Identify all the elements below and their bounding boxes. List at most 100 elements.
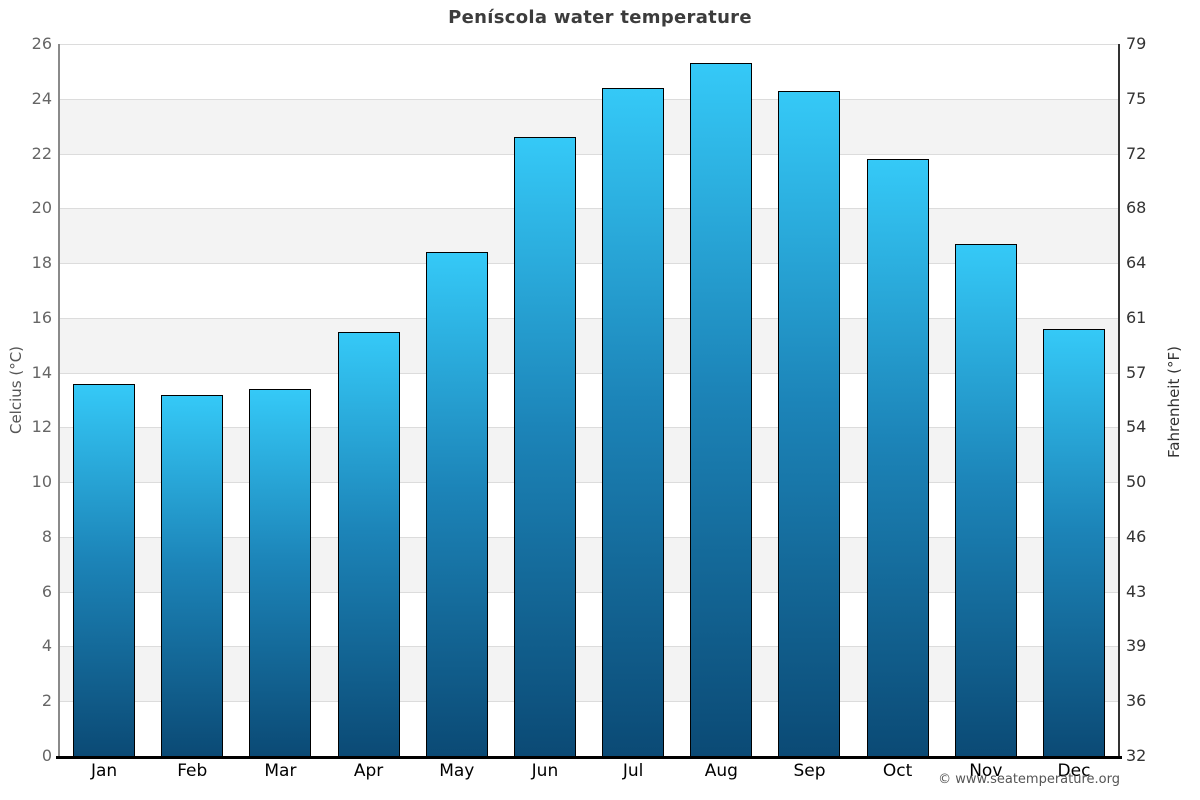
band: [60, 427, 1118, 483]
celsius-tick-8: 8: [41, 526, 52, 546]
fahrenheit-tick-61: 61: [1126, 307, 1147, 327]
gridline: [60, 317, 1118, 319]
bar-nov: [954, 243, 1017, 756]
month-label-sep: Sep: [793, 761, 826, 781]
celsius-tick-10: 10: [31, 472, 52, 492]
fahrenheit-tick-75: 75: [1126, 88, 1147, 108]
bar-slot-dec: [1030, 44, 1118, 756]
fahrenheit-tick-68: 68: [1126, 198, 1147, 218]
celsius-tick-0: 0: [41, 746, 52, 765]
bar-slot-mar: [236, 44, 324, 756]
gridline: [60, 427, 1118, 429]
gridline: [60, 44, 1118, 45]
gridline: [60, 153, 1118, 155]
fahrenheit-tick-39: 39: [1126, 636, 1147, 656]
celsius-tick-16: 16: [31, 307, 52, 327]
month-axis-labels: Jan Feb Mar Apr May Jun Jul Aug Sep Oct Nov Dec: [60, 761, 1118, 781]
band: [60, 317, 1118, 373]
gridline: [60, 482, 1118, 484]
band: [60, 701, 1118, 756]
gridline: [60, 98, 1118, 100]
bar-mar: [249, 389, 312, 756]
band: [60, 98, 1118, 154]
band: [60, 153, 1118, 209]
month-label-jul: Jul: [622, 761, 644, 781]
celsius-tick-12: 12: [31, 417, 52, 437]
bar-jan: [73, 383, 136, 756]
month-label-apr: Apr: [353, 761, 384, 781]
copyright-text: © www.seatemperature.org: [938, 772, 1120, 787]
band: [60, 44, 1118, 99]
month-label-may: May: [439, 761, 475, 781]
bar-slot-jun: [501, 44, 589, 756]
celsius-tick-18: 18: [31, 253, 52, 273]
bar-slot-sep: [765, 44, 853, 756]
bar-feb: [161, 394, 224, 756]
gridline: [60, 591, 1118, 593]
month-label-oct: Oct: [882, 761, 913, 781]
gridline: [60, 208, 1118, 210]
bar-slot-jul: [589, 44, 677, 756]
fahrenheit-tick-36: 36: [1126, 691, 1147, 711]
bar-slot-oct: [854, 44, 942, 756]
bar-slot-jan: [60, 44, 148, 756]
fahrenheit-tick-43: 43: [1126, 581, 1147, 601]
fahrenheit-tick-54: 54: [1126, 417, 1147, 437]
bar-slot-apr: [325, 44, 413, 756]
band: [60, 263, 1118, 318]
bar-aug: [690, 63, 753, 756]
celsius-tick-26: 26: [31, 34, 52, 53]
bar-may: [425, 252, 488, 756]
gridline: [60, 372, 1118, 374]
right-axis-line: [1118, 44, 1120, 756]
celsius-tick-labels: 26 24 22 20 18 16 14 12 10 8 6 4 2 0: [0, 35, 52, 765]
month-label-jun: Jun: [531, 761, 559, 781]
bar-oct: [866, 159, 929, 756]
month-label-dec: Dec: [1057, 761, 1091, 781]
celsius-tick-6: 6: [41, 581, 52, 601]
celsius-tick-14: 14: [31, 362, 52, 382]
fahrenheit-tick-labels: 79 75 72 68 64 61 57 54 50 46 43 39 36 32: [1126, 35, 1186, 765]
bar-dec: [1042, 328, 1105, 756]
bar-sep: [778, 90, 841, 756]
bar-slot-nov: [942, 44, 1030, 756]
fahrenheit-tick-46: 46: [1126, 526, 1147, 546]
fahrenheit-tick-64: 64: [1126, 253, 1147, 273]
month-label-feb: Feb: [177, 761, 208, 781]
bar-jun: [513, 137, 576, 756]
gridline: [60, 263, 1118, 265]
celsius-tick-4: 4: [41, 636, 52, 656]
bar-jul: [602, 87, 665, 756]
chart-title: Peníscola water temperature: [448, 7, 752, 28]
month-label-jan: Jan: [90, 761, 118, 781]
celsius-tick-22: 22: [31, 143, 52, 163]
band: [60, 482, 1118, 537]
month-label-aug: Aug: [704, 761, 738, 781]
fahrenheit-tick-57: 57: [1126, 362, 1147, 382]
month-label-nov: Nov: [969, 761, 1003, 781]
bar-slot-may: [413, 44, 501, 756]
bar-slot-aug: [677, 44, 765, 756]
band: [60, 208, 1118, 264]
fahrenheit-tick-50: 50: [1126, 472, 1147, 492]
gridline: [60, 646, 1118, 648]
fahrenheit-tick-72: 72: [1126, 143, 1147, 163]
gridline: [60, 701, 1118, 703]
bar-apr: [337, 331, 400, 756]
gridline: [60, 536, 1118, 538]
bar-slot-feb: [148, 44, 236, 756]
band: [60, 372, 1118, 428]
celsius-tick-24: 24: [31, 88, 52, 108]
plot-area: [56, 44, 1122, 759]
celsius-tick-20: 20: [31, 198, 52, 218]
band: [60, 591, 1118, 647]
bar-series: [60, 44, 1118, 756]
left-axis-line: [58, 44, 60, 756]
band: [60, 646, 1118, 702]
band: [60, 536, 1118, 592]
fahrenheit-tick-32: 32: [1126, 746, 1147, 765]
month-label-mar: Mar: [264, 761, 297, 781]
bottom-axis-line: [56, 756, 1122, 759]
celsius-tick-2: 2: [41, 691, 52, 711]
fahrenheit-tick-79: 79: [1126, 34, 1147, 53]
